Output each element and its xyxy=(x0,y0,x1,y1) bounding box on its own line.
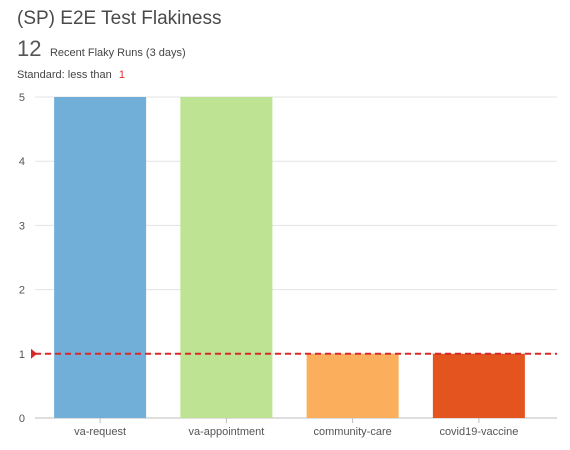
bar-community-care xyxy=(306,353,399,418)
standard-value: 1 xyxy=(118,69,125,81)
y-tick-label: 4 xyxy=(19,156,25,168)
y-tick-label: 3 xyxy=(19,220,25,232)
x-tick-label: va-appointment xyxy=(188,426,264,438)
x-tick-label: community-care xyxy=(314,426,392,438)
bar-va-request xyxy=(54,97,147,418)
y-tick-label: 2 xyxy=(19,285,25,297)
flaky-runs-summary: 12 Recent Flaky Runs (3 days) xyxy=(17,36,186,62)
flaky-runs-label: Recent Flaky Runs (3 days) xyxy=(49,47,186,59)
chart-title: (SP) E2E Test Flakiness xyxy=(17,8,222,29)
bar-covid19-vaccine xyxy=(432,353,525,418)
x-tick-label: va-request xyxy=(74,426,126,438)
standard-threshold: Standard: less than 1 xyxy=(17,69,125,81)
y-tick-label: 5 xyxy=(19,92,25,104)
y-tick-label: 0 xyxy=(19,413,25,425)
bar-va-appointment xyxy=(180,97,273,418)
x-tick-label: covid19-vaccine xyxy=(439,426,518,438)
threshold-marker-icon xyxy=(31,348,37,359)
standard-label: Standard: less than xyxy=(17,69,112,81)
flaky-runs-count: 12 xyxy=(17,36,42,61)
y-tick-label: 1 xyxy=(19,349,25,361)
